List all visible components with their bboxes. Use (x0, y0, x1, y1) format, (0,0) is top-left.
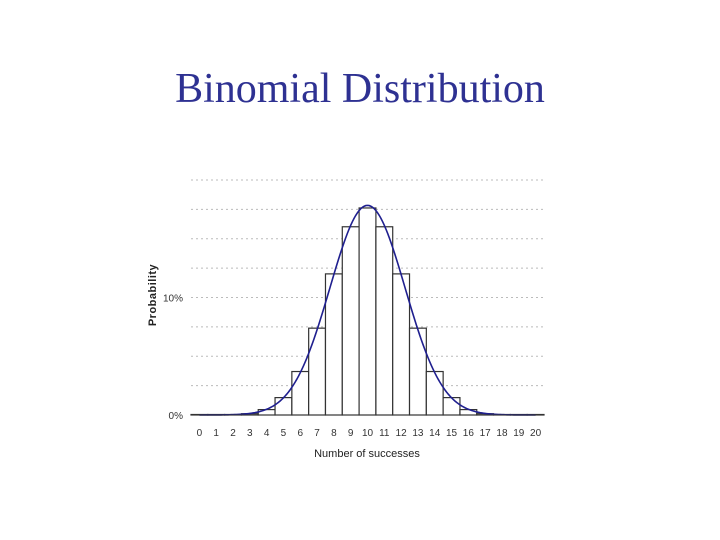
bar-7 (308, 327, 327, 416)
x-tick-label: 18 (496, 428, 508, 439)
x-tick-label: 4 (264, 428, 270, 439)
x-tick-label: 14 (429, 428, 441, 439)
x-tick-label: 3 (247, 428, 253, 439)
x-tick-label: 9 (348, 428, 354, 439)
x-tick-label: 8 (331, 428, 337, 439)
x-tick-label: 17 (480, 428, 492, 439)
x-tick-label: 7 (314, 428, 320, 439)
bar-14 (425, 370, 444, 416)
x-axis-label: Number of successes (314, 448, 420, 460)
bar-10 (358, 207, 377, 416)
x-tick-label: 13 (412, 428, 424, 439)
x-tick-label: 0 (197, 428, 203, 439)
x-tick-label: 19 (513, 428, 525, 439)
x-tick-label: 2 (230, 428, 236, 439)
x-tick-label: 15 (446, 428, 458, 439)
y-tick-label: 10% (163, 294, 183, 305)
bar-11 (375, 226, 394, 416)
x-tick-label: 5 (281, 428, 287, 439)
bar-5 (274, 397, 293, 416)
bar-4 (257, 408, 276, 416)
x-tick-label: 10 (362, 428, 374, 439)
x-tick-label: 11 (379, 428, 390, 439)
y-tick-labels: 0% 10% (163, 294, 183, 423)
slide-title: Binomial Distribution (175, 66, 545, 112)
y-tick-label: 0% (169, 411, 184, 422)
bar-9 (341, 226, 360, 416)
chart-curve (199, 204, 536, 416)
x-tick-label: 1 (213, 428, 219, 439)
x-tick-label: 20 (530, 428, 542, 439)
x-tick-label: 6 (297, 428, 303, 439)
x-tick-labels: 0 1 2 3 4 5 6 7 8 9 10 11 12 13 14 15 16 17 18 19 20 (197, 428, 542, 439)
bar-16 (459, 408, 478, 416)
bar-15 (442, 397, 461, 416)
bar-13 (408, 327, 427, 416)
x-tick-label: 12 (396, 428, 408, 439)
normal-curve-line (199, 204, 536, 416)
bar-6 (291, 370, 310, 416)
y-axis-label: Probability (147, 263, 159, 326)
x-tick-label: 16 (463, 428, 475, 439)
